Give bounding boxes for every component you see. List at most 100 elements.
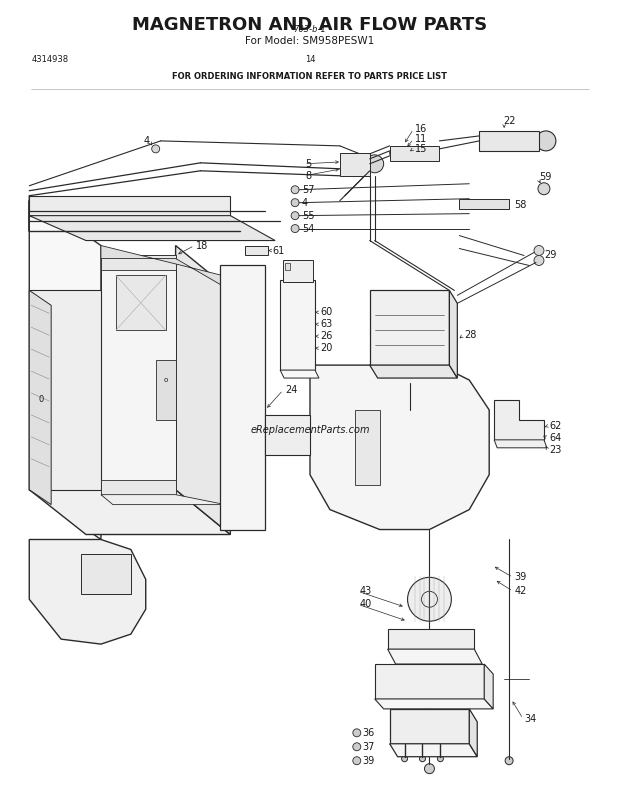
- Text: 39: 39: [514, 573, 526, 582]
- Text: 58: 58: [514, 200, 526, 209]
- Text: 43: 43: [360, 586, 372, 596]
- Polygon shape: [265, 415, 310, 455]
- Text: 22: 22: [503, 116, 515, 126]
- Polygon shape: [101, 480, 175, 495]
- Text: 57: 57: [302, 185, 314, 194]
- Polygon shape: [101, 495, 226, 505]
- Circle shape: [291, 212, 299, 220]
- Polygon shape: [101, 246, 231, 291]
- Text: 24: 24: [285, 385, 298, 395]
- Polygon shape: [81, 555, 131, 594]
- Circle shape: [152, 145, 160, 152]
- Text: 59: 59: [539, 171, 551, 182]
- Circle shape: [291, 224, 299, 232]
- Polygon shape: [280, 370, 319, 378]
- Text: 40: 40: [360, 600, 372, 609]
- Circle shape: [534, 255, 544, 265]
- Circle shape: [534, 246, 544, 255]
- Circle shape: [402, 367, 417, 383]
- Polygon shape: [280, 280, 315, 370]
- Text: 23: 23: [549, 445, 561, 455]
- Polygon shape: [450, 291, 458, 378]
- Circle shape: [402, 756, 407, 762]
- Text: For Model: SM958PESW1: For Model: SM958PESW1: [246, 36, 374, 47]
- Text: 28: 28: [464, 330, 477, 340]
- Text: 20: 20: [320, 343, 332, 353]
- Polygon shape: [374, 664, 484, 699]
- Polygon shape: [370, 291, 450, 365]
- Text: 60: 60: [320, 307, 332, 318]
- Text: 5: 5: [305, 159, 311, 169]
- Polygon shape: [310, 365, 489, 529]
- Text: FOR ORDERING INFORMATION REFER TO PARTS PRICE LIST: FOR ORDERING INFORMATION REFER TO PARTS …: [172, 72, 448, 81]
- Text: 42: 42: [514, 586, 526, 596]
- Polygon shape: [374, 699, 493, 709]
- Polygon shape: [29, 291, 101, 490]
- Circle shape: [538, 182, 550, 194]
- Polygon shape: [29, 196, 231, 216]
- Text: 4: 4: [144, 136, 150, 146]
- Polygon shape: [175, 246, 231, 535]
- Polygon shape: [156, 360, 175, 420]
- Text: 39: 39: [363, 756, 375, 766]
- Circle shape: [291, 186, 299, 194]
- Polygon shape: [220, 265, 265, 529]
- Circle shape: [407, 577, 451, 621]
- Text: 0: 0: [38, 396, 44, 404]
- Polygon shape: [283, 261, 313, 282]
- Polygon shape: [388, 629, 474, 649]
- Polygon shape: [246, 246, 268, 255]
- Polygon shape: [29, 291, 51, 505]
- Circle shape: [420, 756, 425, 762]
- Polygon shape: [389, 146, 440, 161]
- Polygon shape: [116, 276, 166, 330]
- Text: eReplacementParts.com: eReplacementParts.com: [250, 425, 370, 435]
- Polygon shape: [389, 709, 469, 743]
- Circle shape: [291, 199, 299, 207]
- Text: 8: 8: [305, 171, 311, 181]
- Polygon shape: [388, 649, 482, 664]
- Circle shape: [353, 729, 361, 737]
- Text: 14: 14: [305, 55, 315, 64]
- Circle shape: [353, 743, 361, 750]
- Polygon shape: [459, 199, 509, 209]
- Text: 37: 37: [363, 742, 375, 752]
- Polygon shape: [494, 400, 544, 440]
- Polygon shape: [484, 664, 493, 709]
- Polygon shape: [29, 540, 146, 644]
- Circle shape: [438, 756, 443, 762]
- Text: o: o: [164, 377, 168, 383]
- Circle shape: [505, 757, 513, 765]
- Text: 11: 11: [415, 134, 427, 144]
- Polygon shape: [29, 196, 101, 540]
- Circle shape: [366, 155, 384, 173]
- Text: 26: 26: [320, 331, 332, 341]
- Text: 4314938: 4314938: [31, 55, 68, 64]
- Text: 4: 4: [302, 198, 308, 208]
- Text: 15: 15: [415, 144, 427, 154]
- Polygon shape: [494, 440, 547, 448]
- Text: 54: 54: [302, 224, 314, 234]
- Text: 36: 36: [363, 728, 375, 738]
- Polygon shape: [469, 709, 477, 757]
- Polygon shape: [285, 263, 290, 270]
- Polygon shape: [479, 131, 539, 151]
- Text: 63: 63: [320, 319, 332, 329]
- Polygon shape: [101, 255, 175, 490]
- Polygon shape: [370, 365, 458, 378]
- Polygon shape: [340, 152, 370, 175]
- Text: 34: 34: [524, 714, 536, 724]
- Polygon shape: [389, 743, 477, 757]
- Text: 16: 16: [415, 124, 427, 134]
- Polygon shape: [29, 490, 231, 535]
- Polygon shape: [101, 255, 175, 270]
- Polygon shape: [355, 410, 379, 485]
- Circle shape: [425, 764, 435, 773]
- Circle shape: [353, 757, 361, 765]
- Text: 29: 29: [544, 250, 556, 261]
- Text: 64: 64: [549, 433, 561, 443]
- Text: 18: 18: [195, 240, 208, 250]
- Circle shape: [536, 131, 556, 151]
- Polygon shape: [29, 216, 275, 240]
- Circle shape: [355, 393, 464, 502]
